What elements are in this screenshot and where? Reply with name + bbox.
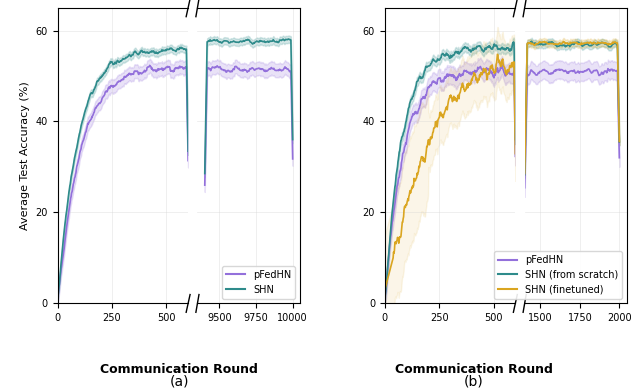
- Legend: pFedHN, SHN (from scratch), SHN (finetuned): pFedHN, SHN (from scratch), SHN (finetun…: [494, 251, 622, 299]
- Text: Communication Round: Communication Round: [395, 363, 552, 377]
- Text: Communication Round: Communication Round: [100, 363, 258, 377]
- Legend: pFedHN, SHN: pFedHN, SHN: [222, 266, 295, 299]
- Text: (b): (b): [464, 374, 483, 388]
- Text: (a): (a): [170, 374, 189, 388]
- Y-axis label: Average Test Accuracy (%): Average Test Accuracy (%): [20, 81, 30, 230]
